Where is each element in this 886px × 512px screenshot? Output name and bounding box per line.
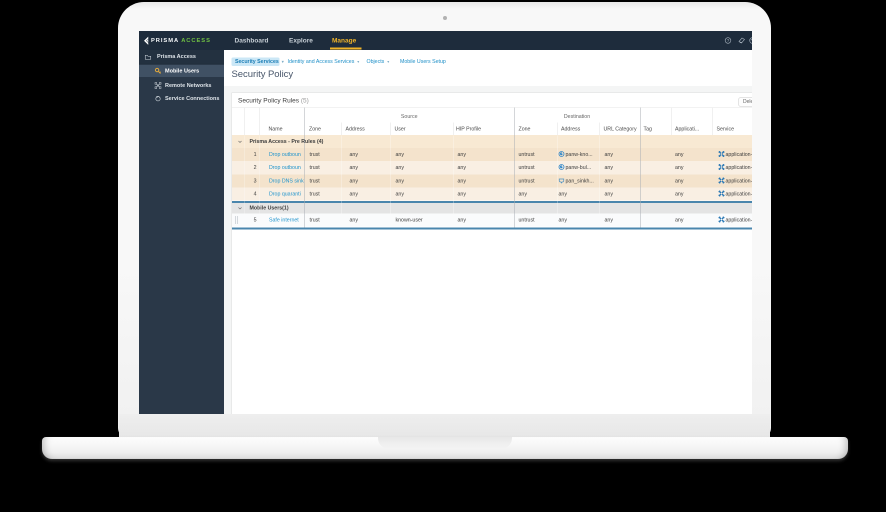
svg-text:?: ? <box>727 38 730 43</box>
